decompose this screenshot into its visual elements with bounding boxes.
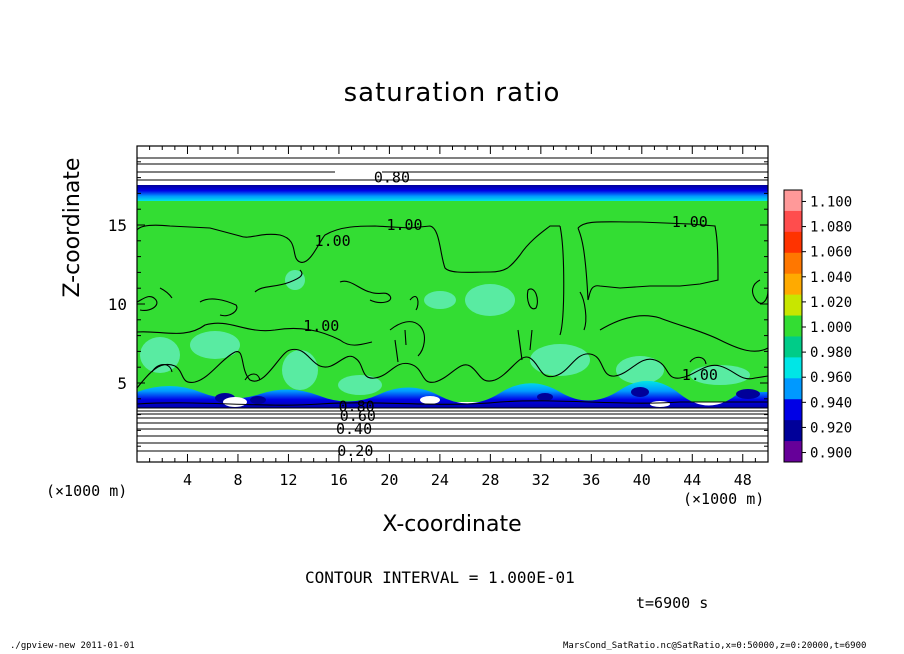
contour-label: 1.00: [315, 232, 351, 250]
contour-label: 1.00: [682, 366, 718, 384]
mixing-patches: [140, 270, 750, 395]
colorbar-label: 0.920: [810, 420, 852, 436]
x-tick-label: 4: [183, 471, 192, 489]
colorbar-swatch: [784, 273, 802, 296]
colorbar-frame: [783, 189, 803, 463]
colorbar-swatch: [784, 210, 802, 233]
contour-label: 1.00: [303, 317, 339, 335]
x-tick-label: 36: [582, 471, 600, 489]
colorbar-swatch: [784, 336, 802, 358]
x-tick-label: 32: [532, 471, 550, 489]
colorbar-swatch: [784, 231, 802, 254]
colorbar-swatch: [784, 315, 802, 337]
y-tick-label: 5: [117, 374, 127, 393]
contour-label: 0.60: [340, 407, 376, 425]
time-label: t=6900 s: [636, 594, 709, 612]
colorbar-label: 1.040: [810, 270, 852, 286]
x-tick-label: 44: [683, 471, 701, 489]
footer-source: MarsCond_SatRatio.nc@SatRatio,x=0:50000,…: [563, 641, 867, 651]
contour-label: 1.00: [386, 216, 422, 234]
colorbar-swatch: [784, 441, 802, 463]
upper-dry-band: [137, 185, 768, 201]
chart-title: saturation ratio: [343, 78, 561, 108]
colorbar-label: 1.100: [810, 194, 852, 210]
contour-label: 0.80: [339, 398, 375, 416]
contour-label: 1.00: [672, 213, 708, 231]
colorbar-swatch: [784, 294, 802, 317]
contour-interval-label: CONTOUR INTERVAL = 1.000E-01: [305, 568, 575, 587]
colorbar-swatch: [784, 190, 802, 212]
y-tick-label: 10: [108, 295, 127, 314]
y-axis: 5 10 15: [108, 161, 768, 447]
colorbar-label: 0.960: [810, 370, 852, 386]
contour-label: 0.80: [374, 169, 410, 187]
colorbar-label: 0.980: [810, 345, 852, 361]
colorbar-swatch: [784, 252, 802, 275]
y-axis-label: Z-coordinate: [60, 157, 85, 298]
x-tick-label: 40: [633, 471, 651, 489]
colorbar-label: 1.020: [810, 295, 852, 311]
contour-labels: 0.801.00 1.001.001.001.000.800.600.400.20: [303, 169, 718, 460]
colorbar-label: 1.060: [810, 245, 852, 261]
colorbar-swatch: [784, 378, 802, 400]
x-unit-label-left: (×1000 m): [46, 482, 128, 500]
x-tick-label: 12: [279, 471, 297, 489]
x-tick-label: 16: [330, 471, 348, 489]
x-axis-label: X-coordinate: [382, 512, 522, 537]
field-layer: [137, 146, 768, 462]
colorbar: 1.100 1.080 1.060 1.040 1.020 1.000 0.980 0.960…: [783, 189, 852, 463]
x-axis: 4 8 12 16 20 24 28 32 36 40 44 48: [149, 146, 756, 489]
x-tick-label: 48: [734, 471, 752, 489]
x-tick-label: 8: [233, 471, 242, 489]
y-tick-label: 15: [108, 216, 127, 235]
colorbar-swatch: [784, 420, 802, 442]
x-unit-label-right: (×1000 m): [683, 490, 765, 508]
x-tick-label: 28: [481, 471, 499, 489]
contour-label: 0.20: [337, 442, 373, 460]
colorbar-label: 1.000: [810, 320, 852, 336]
colorbar-swatch: [784, 399, 802, 421]
colorbar-swatch: [784, 357, 802, 379]
colorbar-label: 0.900: [810, 446, 852, 462]
footer-command: ./gpview-new 2011-01-01: [10, 641, 135, 651]
x-tick-label: 24: [431, 471, 449, 489]
colorbar-label: 1.080: [810, 220, 852, 236]
contour-lines: [137, 157, 768, 452]
x-tick-label: 20: [380, 471, 398, 489]
colorbar-label: 0.940: [810, 395, 852, 411]
dry-pockets: [215, 387, 760, 404]
contour-label: 0.40: [336, 420, 372, 438]
